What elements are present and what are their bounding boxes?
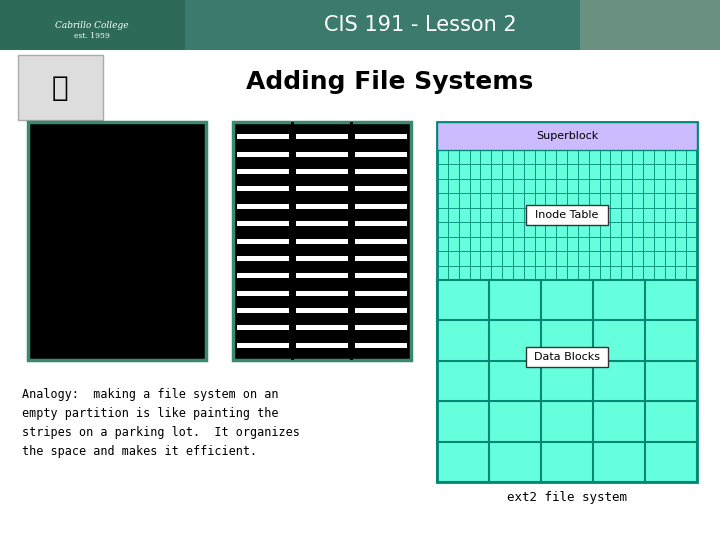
Bar <box>355 186 408 191</box>
Bar <box>237 308 289 313</box>
Bar <box>296 273 348 278</box>
Bar <box>237 134 289 139</box>
Bar <box>296 134 348 139</box>
Bar <box>526 205 608 225</box>
Text: CIS 191 - Lesson 2: CIS 191 - Lesson 2 <box>324 15 516 35</box>
Text: ext2 file system: ext2 file system <box>507 491 627 504</box>
Bar <box>233 122 411 360</box>
Text: Superblock: Superblock <box>536 131 598 141</box>
Text: Inode Table: Inode Table <box>535 210 599 220</box>
Bar <box>296 186 348 191</box>
Bar <box>355 204 408 209</box>
Text: Analogy:  making a file system on an
empty partition is like painting the
stripe: Analogy: making a file system on an empt… <box>22 388 300 458</box>
Bar <box>355 325 408 330</box>
Bar <box>237 325 289 330</box>
Text: 💿: 💿 <box>52 74 68 102</box>
Bar <box>296 308 348 313</box>
Bar <box>237 169 289 174</box>
Bar <box>355 343 408 348</box>
Bar <box>237 152 289 157</box>
Bar <box>237 291 289 295</box>
Bar <box>237 239 289 244</box>
Bar <box>237 221 289 226</box>
Bar <box>296 221 348 226</box>
Bar <box>296 325 348 330</box>
Bar <box>296 169 348 174</box>
Bar <box>296 343 348 348</box>
Bar <box>355 169 408 174</box>
Bar <box>580 0 720 50</box>
Bar <box>237 256 289 261</box>
Bar <box>291 122 294 360</box>
Text: Data Blocks: Data Blocks <box>534 352 600 362</box>
Bar <box>237 343 289 348</box>
Bar <box>296 291 348 295</box>
Text: est. 1959: est. 1959 <box>74 32 110 40</box>
Bar <box>0 0 185 50</box>
Bar <box>350 122 354 360</box>
Bar <box>296 204 348 209</box>
Bar <box>237 273 289 278</box>
Bar <box>237 204 289 209</box>
Bar <box>355 256 408 261</box>
Bar <box>437 122 697 482</box>
Text: Adding File Systems: Adding File Systems <box>246 70 534 94</box>
Bar <box>437 122 697 150</box>
Bar <box>296 152 348 157</box>
Text: Cabrillo College: Cabrillo College <box>55 21 129 30</box>
Bar <box>18 55 103 120</box>
Bar <box>355 134 408 139</box>
Bar <box>355 291 408 295</box>
Bar <box>237 186 289 191</box>
Bar <box>296 256 348 261</box>
Bar <box>0 0 720 50</box>
Bar <box>296 239 348 244</box>
Bar <box>355 273 408 278</box>
Bar <box>355 152 408 157</box>
Bar <box>355 221 408 226</box>
Bar <box>28 122 206 360</box>
Bar <box>355 239 408 244</box>
Bar <box>526 347 608 367</box>
Bar <box>355 308 408 313</box>
